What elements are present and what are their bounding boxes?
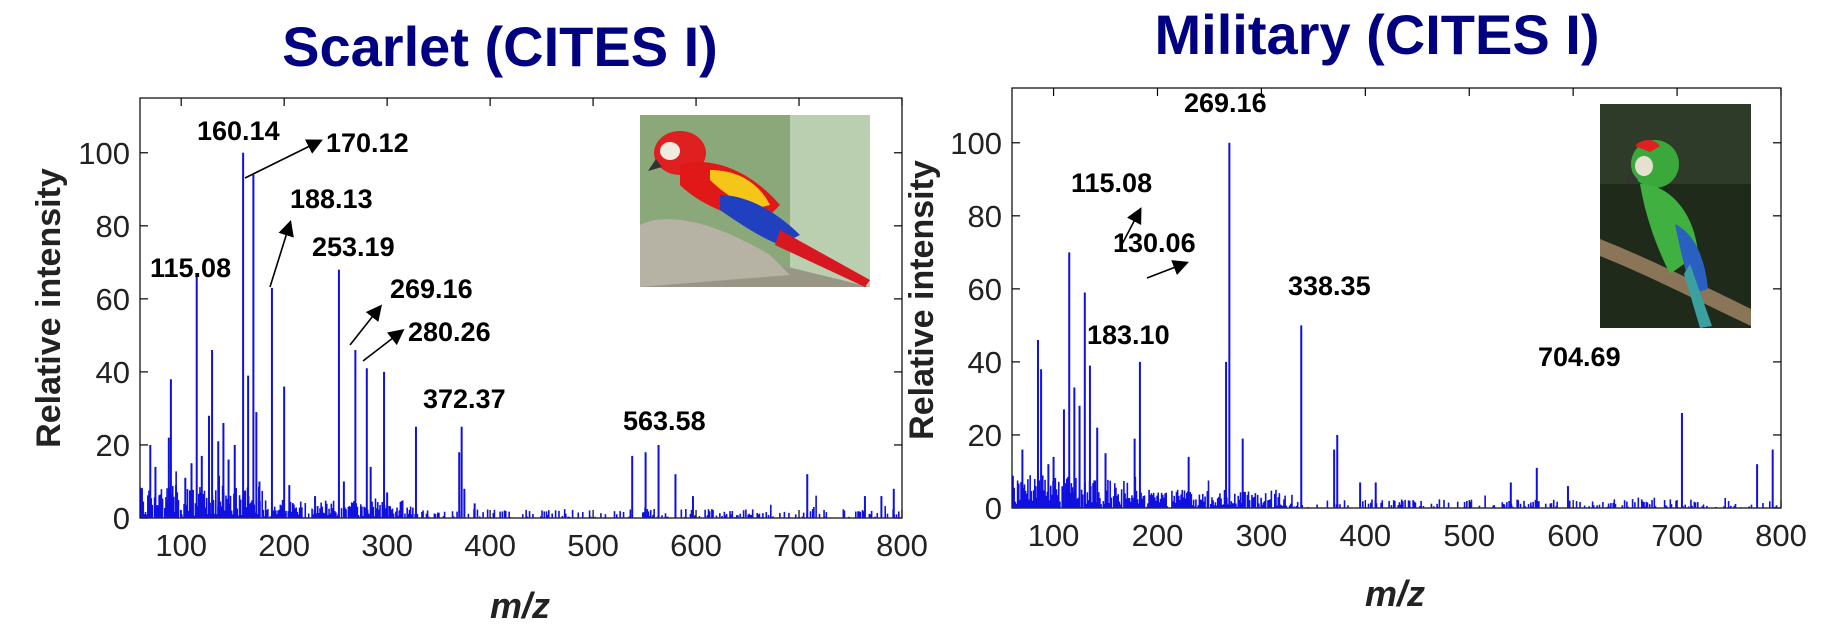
x-axis: 100 200 300 400 500 600 700 800 [155,98,928,563]
y-tick-label: 60 [968,272,1002,307]
x-tick-label: 700 [773,528,825,563]
military-chart: Military (CITES I) 0 20 40 60 80 100 100 200 30… [903,3,1807,614]
x-tick-label: 600 [1547,518,1599,553]
x-tick-label: 800 [876,528,928,563]
photo-scarlet-macaw [640,115,870,287]
y-tick-label: 20 [96,428,130,463]
annotations: 115.08 130.06 183.10 269.16 338.35 704.69 [1071,88,1621,372]
y-tick-label: 80 [968,199,1002,234]
x-tick-label: 700 [1651,518,1703,553]
y-tick-label: 40 [96,355,130,390]
y-axis-label: Relative intensity [903,160,941,440]
peak-annotation: 115.08 [150,253,231,283]
noise-baseline [1012,475,1778,508]
x-tick-label: 100 [1028,518,1080,553]
x-tick-label: 800 [1755,518,1807,553]
peak-annotation: 704.69 [1538,342,1621,372]
peak-annotation: 188.13 [290,184,373,214]
peak-annotation: 269.16 [1184,88,1267,118]
y-axis: 0 20 40 60 80 100 [950,126,1781,526]
peak-annotation: 160.14 [197,116,280,146]
chart-title: Scarlet (CITES I) [282,15,718,78]
photo-military-macaw [1600,104,1751,328]
x-axis-label: m/z [1365,573,1425,614]
x-tick-label: 200 [1132,518,1184,553]
x-axis: 100 200 300 400 500 600 700 800 [1028,88,1807,553]
noise-baseline [140,471,900,518]
annotation-arrow [349,304,382,346]
x-tick-label: 500 [1443,518,1495,553]
annotations: 115.08 160.14 170.12 188.13 253.19 269.16 280.… [150,116,706,436]
y-tick-label: 100 [950,126,1002,161]
x-tick-label: 400 [1339,518,1391,553]
peaks [149,152,895,518]
annotation-arrow [1119,207,1142,249]
axis-box [139,97,903,519]
annotation-arrow [244,139,323,179]
x-tick-label: 400 [464,528,516,563]
annotation-arrow [269,219,294,288]
peaks [1021,142,1774,508]
y-tick-label: 60 [96,282,130,317]
y-tick-label: 0 [985,491,1002,526]
y-tick-label: 40 [968,345,1002,380]
y-axis-label: Relative intensity [30,168,68,448]
peak-annotation: 269.16 [390,274,473,304]
chart-title: Military (CITES I) [1155,3,1600,66]
peak-annotation: 563.58 [623,406,706,436]
peak-annotation: 183.10 [1087,320,1170,350]
y-tick-label: 80 [96,209,130,244]
peak-annotation: 253.19 [312,232,395,262]
annotation-arrow [1146,260,1189,279]
peak-annotation: 280.26 [408,317,491,347]
y-tick-label: 100 [78,136,130,171]
x-tick-label: 300 [1236,518,1288,553]
y-axis: 0 20 40 60 80 100 [78,136,902,536]
x-tick-label: 100 [155,528,207,563]
peak-annotation: 130.06 [1113,228,1196,258]
plot-area: 0 20 40 60 80 100 100 200 300 400 500 600 700 800 11… [78,97,928,563]
peak-annotation: 338.35 [1288,271,1371,301]
y-tick-label: 20 [968,418,1002,453]
x-tick-label: 200 [258,528,310,563]
peak-annotation: 372.37 [423,384,506,414]
peak-annotation: 170.12 [326,128,409,158]
y-tick-label: 0 [113,501,130,536]
annotation-arrow [362,329,405,362]
x-tick-label: 600 [670,528,722,563]
x-tick-label: 500 [567,528,619,563]
x-axis-label: m/z [490,585,550,626]
scarlet-chart: Scarlet (CITES I) 0 20 40 60 80 100 100 200 300… [30,15,928,626]
plot-area: 0 20 40 60 80 100 100 200 300 400 500 600 700 800 11… [950,87,1807,553]
x-tick-label: 300 [361,528,413,563]
peak-annotation: 115.08 [1071,168,1152,198]
